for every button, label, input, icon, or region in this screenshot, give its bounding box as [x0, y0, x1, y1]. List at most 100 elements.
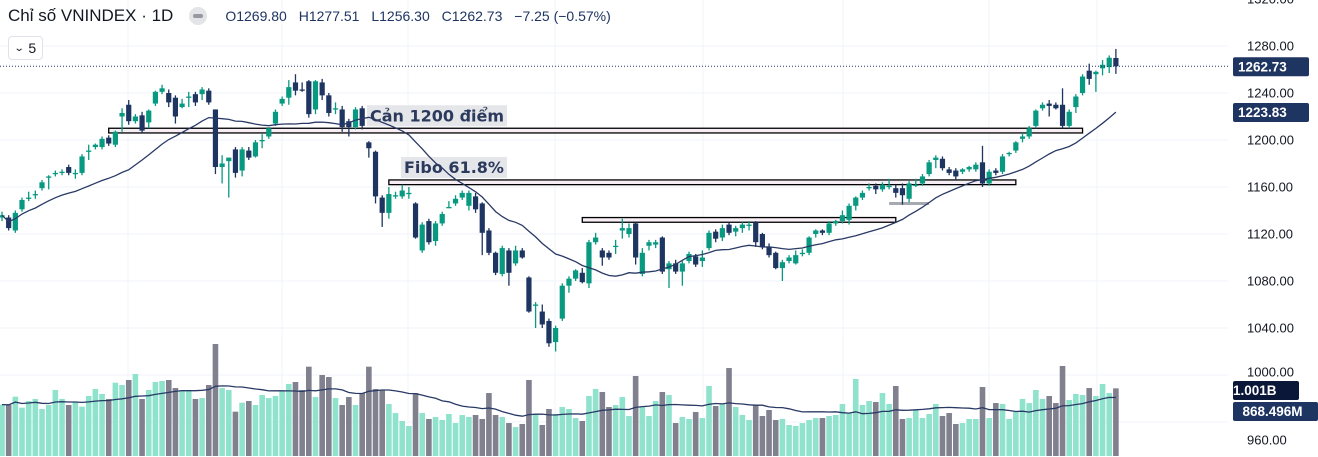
candle-body: [292, 82, 299, 91]
candle: [553, 325, 559, 352]
candle-body: [472, 196, 479, 210]
candle-body: [906, 183, 912, 199]
candle: [739, 222, 745, 233]
volume-bar: [1019, 398, 1026, 456]
candle: [993, 168, 999, 176]
volume-bar: [1106, 393, 1113, 456]
candle-body: [139, 115, 145, 131]
volume-bar: [419, 413, 426, 456]
candle-body: [192, 94, 199, 103]
volume-bar: [579, 421, 586, 456]
annotation-label[interactable]: Cản 1200 điểm: [370, 106, 504, 125]
volume-bar: [426, 418, 432, 456]
low-label: L: [371, 8, 380, 24]
candle: [713, 229, 719, 243]
candle-body: [432, 223, 439, 242]
indicators-collapse-button[interactable]: ⌄ 5: [8, 36, 44, 60]
candle-body: [186, 96, 192, 98]
volume-bar: [519, 423, 526, 456]
candle: [726, 222, 732, 236]
volume-bar: [279, 391, 285, 456]
candle-body: [599, 250, 605, 258]
candle-body: [386, 194, 392, 213]
candle: [1026, 125, 1032, 139]
candle: [873, 183, 879, 195]
volume-bar: [819, 418, 826, 456]
candle: [1086, 63, 1092, 85]
candle: [132, 114, 138, 124]
volume-bar: [546, 408, 552, 456]
candle-body: [953, 170, 959, 177]
volume-bar: [539, 424, 546, 456]
candle-body: [846, 205, 852, 220]
price-axis[interactable]: 1320.00 1280.00 1240.00 1200.00 1160.00 1120.…: [1233, 0, 1318, 448]
candle-body: [466, 192, 472, 206]
volume-bar: [1033, 389, 1039, 456]
volume-bar: [1079, 394, 1086, 456]
zone-rectangle[interactable]: [581, 216, 897, 223]
y-tick-label: 1200.00: [1247, 133, 1294, 148]
volume-bar: [1006, 418, 1012, 456]
volume-bar: [732, 407, 739, 456]
annotations[interactable]: Cản 1200 điểm Fibo 61.8%: [108, 105, 1084, 223]
candle: [566, 276, 572, 293]
candle-body: [753, 222, 759, 243]
annotation-label-bg: [367, 105, 508, 127]
candle-body: [412, 203, 419, 238]
candle: [459, 190, 465, 200]
legend-header: Chỉ số VNINDEX · 1D O1269.80 H1277.51 L1…: [8, 6, 619, 26]
candle: [126, 100, 132, 125]
volume-bar: [199, 398, 205, 456]
volume-bar: [366, 366, 372, 456]
candle-body: [693, 256, 699, 265]
volume-bar: [806, 419, 812, 456]
volume-bar: [1099, 383, 1106, 456]
candle: [633, 222, 639, 265]
volume-bar: [359, 393, 365, 456]
candle: [979, 145, 986, 187]
candles: [0, 48, 1119, 352]
candle-body: [639, 252, 645, 274]
candle: [479, 202, 485, 256]
candle: [733, 225, 739, 237]
candle: [539, 304, 545, 328]
symbol-title[interactable]: Chỉ số VNINDEX · 1D: [8, 6, 174, 25]
candle-body: [232, 149, 239, 173]
candle-body: [813, 230, 819, 234]
candle-body: [986, 171, 992, 184]
candle-body: [706, 232, 712, 249]
candle: [512, 245, 519, 266]
candle: [1046, 100, 1052, 117]
candle-body: [59, 171, 65, 174]
candle-body: [913, 184, 919, 186]
candle: [346, 118, 352, 137]
volume-bar: [592, 388, 599, 456]
candle-body: [52, 172, 58, 175]
volume-bar: [659, 392, 666, 456]
minus-circle-icon[interactable]: [189, 7, 208, 25]
candle: [332, 102, 339, 115]
zone-rectangle[interactable]: [108, 127, 1084, 134]
candle-body: [679, 263, 685, 272]
candle-body: [379, 197, 385, 213]
candle-body: [46, 176, 52, 178]
volume-bar: [45, 404, 52, 456]
y-tick-label: 960.00: [1247, 433, 1287, 448]
candle-body: [606, 252, 612, 258]
candle: [1079, 74, 1086, 96]
volume-bar: [486, 393, 492, 456]
volume-bar: [639, 407, 646, 456]
candle: [366, 141, 372, 158]
zone-rectangle[interactable]: [388, 179, 1017, 186]
candle-body: [446, 206, 452, 209]
candle: [573, 269, 579, 281]
candle: [166, 89, 172, 108]
annotation-label[interactable]: Fibo 61.8%: [404, 158, 504, 177]
volume-bar: [612, 404, 619, 456]
ohlc-values: O1269.80 H1277.51 L1256.30 C1262.73 −7.2…: [225, 8, 618, 24]
volume-bar: [779, 418, 786, 456]
moving-averages: [0, 65, 1228, 417]
last-price-badge: 1262.73: [1238, 59, 1287, 74]
candle-body: [506, 250, 512, 273]
